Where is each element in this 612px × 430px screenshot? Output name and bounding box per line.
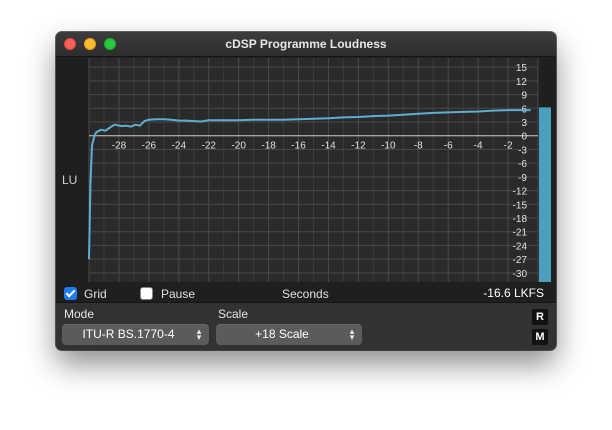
- scale-select[interactable]: +18 Scale ▴ ▾: [216, 324, 362, 345]
- y-tick-label: -27: [513, 255, 528, 266]
- y-tick-label: 15: [516, 63, 528, 74]
- pause-checkbox[interactable]: [140, 287, 153, 300]
- y-axis-label: LU: [62, 173, 78, 187]
- y-tick-label: -12: [513, 187, 528, 198]
- reset-button[interactable]: R: [532, 309, 548, 325]
- x-tick-label: -18: [261, 141, 276, 152]
- x-tick-label: -8: [414, 141, 423, 152]
- chevron-updown-icon: ▴ ▾: [349, 326, 355, 342]
- y-tick-label: -6: [518, 159, 527, 170]
- x-tick-label: -24: [172, 141, 187, 152]
- y-tick-label: -18: [513, 214, 528, 225]
- x-tick-label: -2: [504, 141, 513, 152]
- grid-checkbox[interactable]: [64, 287, 77, 300]
- meter-bar: [539, 107, 551, 282]
- x-tick-label: -14: [321, 141, 336, 152]
- loudness-series-line: [88, 109, 531, 260]
- y-tick-label: 9: [521, 91, 527, 102]
- y-tick-label: -3: [518, 145, 527, 156]
- loudness-graph: -28 -26 -24 -22 -20 -18 -16 -14 -12 -10 -8 -6 -4 -2 15…: [88, 58, 551, 282]
- mode-value: ITU-R BS.1770-4: [82, 327, 175, 341]
- y-tick-label: -21: [513, 228, 528, 239]
- loudness-window: cDSP Programme Loudness LU -28 -26 -24 -22-…: [56, 32, 556, 350]
- grid-label: Grid: [84, 287, 107, 301]
- y-tick-label: 3: [521, 118, 527, 129]
- graph-controls: Grid Pause Seconds -16.6 LKFS: [56, 283, 556, 305]
- x-tick-label: -28: [112, 141, 127, 152]
- x-tick-label: -26: [142, 141, 157, 152]
- y-tick-label: -24: [513, 241, 528, 252]
- scale-label: Scale: [218, 307, 249, 321]
- window-title: cDSP Programme Loudness: [225, 37, 387, 51]
- x-axis-label: Seconds: [282, 287, 329, 301]
- x-tick-label: -20: [231, 141, 246, 152]
- y-tick-label: 12: [516, 77, 528, 88]
- title-bar[interactable]: cDSP Programme Loudness: [56, 32, 556, 57]
- x-tick-label: -22: [202, 141, 217, 152]
- y-tick-label: -9: [518, 173, 527, 184]
- mode-select[interactable]: ITU-R BS.1770-4 ▴ ▾: [62, 324, 209, 345]
- x-tick-label: -4: [474, 141, 483, 152]
- scale-value: +18 Scale: [255, 327, 309, 341]
- settings-panel: Mode ITU-R BS.1770-4 ▴ ▾ Scale +18 Scale …: [56, 302, 556, 350]
- pause-label: Pause: [161, 287, 196, 301]
- lkfs-readout: -16.6 LKFS: [483, 286, 544, 300]
- y-tick-label: -30: [513, 269, 528, 280]
- chevron-updown-icon: ▴ ▾: [196, 326, 202, 342]
- close-window-button[interactable]: [64, 38, 76, 50]
- x-tick-label: -12: [351, 141, 366, 152]
- y-tick-label: -15: [513, 200, 528, 211]
- x-tick-label: -16: [291, 141, 306, 152]
- minimize-window-button[interactable]: [84, 38, 96, 50]
- zoom-window-button[interactable]: [104, 38, 116, 50]
- x-tick-label: -6: [444, 141, 453, 152]
- mode-label: Mode: [64, 307, 95, 321]
- meter-button[interactable]: M: [532, 329, 548, 345]
- y-tick-label: 0: [521, 132, 527, 143]
- x-tick-label: -10: [381, 141, 396, 152]
